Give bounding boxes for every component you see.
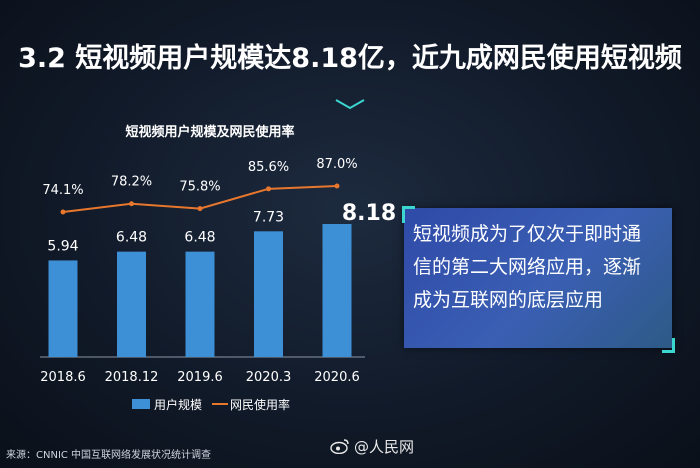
x-tick-2018.12: 2018.12 — [105, 370, 159, 385]
line-point-2020.3 — [266, 186, 271, 192]
chevron-down-icon — [335, 99, 365, 110]
legend-label-line: 网民使用率 — [230, 397, 290, 412]
callout-line-1: 短视频成为了仅次于即时通 — [413, 223, 642, 245]
callout-line-3: 成为互联网的底层应用 — [413, 289, 604, 311]
weibo-icon — [330, 439, 349, 454]
line-label-2020.3: 85.6% — [248, 160, 289, 175]
bar-2019.6 — [185, 251, 215, 357]
watermark: @人民网 — [330, 436, 414, 457]
callout-line-2: 信的第二大网络应用，逐渐 — [413, 256, 642, 278]
callout-box — [404, 208, 672, 348]
bar-label-2020.6: 8.18 — [342, 201, 396, 226]
x-tick-2020.6: 2020.6 — [314, 370, 360, 385]
line-label-2020.6: 87.0% — [316, 157, 357, 172]
bar-label-2019.6: 6.48 — [184, 230, 215, 246]
callout-corner-top-left — [402, 206, 415, 223]
chart-title: 短视频用户规模及网民使用率 — [125, 125, 295, 140]
bar-2020.6 — [322, 224, 352, 357]
x-tick-2019.6: 2019.6 — [177, 370, 223, 385]
bar-label-2018.12: 6.48 — [116, 230, 147, 246]
callout-text: 短视频成为了仅次于即时通 信的第二大网络应用，逐渐 成为互联网的底层应用 — [413, 218, 671, 317]
bar-2018.6 — [48, 260, 78, 357]
page-title: 3.2 短视频用户规模达8.18亿，近九成网民使用短视频 — [18, 43, 682, 74]
line-point-2018.12 — [129, 201, 134, 207]
line-label-2018.12: 78.2% — [111, 175, 152, 190]
legend-label-bar: 用户规模 — [154, 397, 202, 412]
line-label-2019.6: 75.8% — [179, 180, 220, 195]
bar-label-2018.6: 5.94 — [47, 238, 78, 254]
bar-label-2020.3: 7.73 — [253, 209, 284, 225]
callout-corner-bottom-right — [662, 338, 675, 353]
bar-2018.12 — [117, 251, 146, 357]
line-point-2020.6 — [334, 183, 340, 189]
line-point-2018.6 — [60, 209, 66, 215]
line-point-2019.6 — [197, 206, 203, 212]
source-note: 来源：CNNIC 中国互联网络发展状况统计调查 — [6, 450, 212, 461]
x-tick-2018.6: 2018.6 — [40, 370, 86, 385]
bar-2020.3 — [254, 231, 283, 357]
line-label-2018.6: 74.1% — [42, 183, 83, 198]
watermark-text: @人民网 — [354, 438, 415, 456]
legend-swatch-bar — [132, 399, 150, 409]
x-tick-2020.3: 2020.3 — [246, 370, 292, 385]
